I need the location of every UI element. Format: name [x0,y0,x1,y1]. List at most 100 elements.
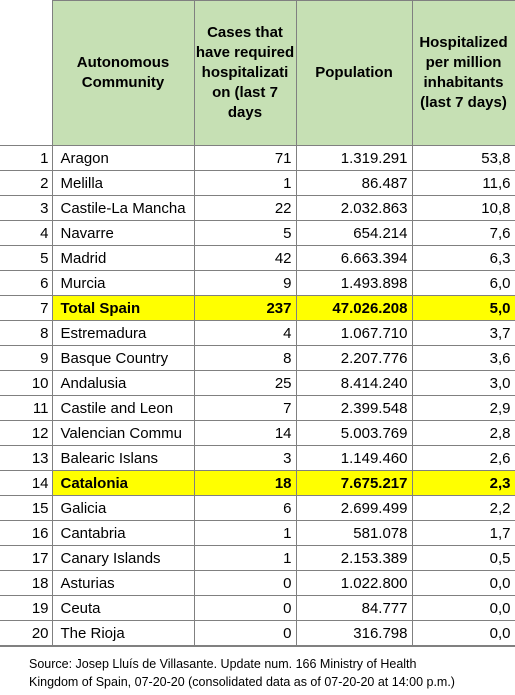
population-cell: 86.487 [295,170,413,196]
table-row: 18 Asturias 0 1.022.800 0,0 [0,570,515,596]
per-million-cell: 0,5 [411,545,515,571]
population-cell: 6.663.394 [295,245,413,271]
cases-cell: 0 [193,620,297,646]
row-number: 10 [0,370,53,396]
table-row: 19 Ceuta 0 84.777 0,0 [0,595,515,621]
cases-cell: 3 [193,445,297,471]
per-million-cell: 5,0 [411,295,515,321]
community-cell: Valencian Commu [51,420,195,446]
per-million-cell: 0,0 [411,595,515,621]
row-number: 19 [0,595,53,621]
cases-cell: 0 [193,570,297,596]
per-million-cell: 2,3 [411,470,515,496]
population-cell: 47.026.208 [295,295,413,321]
per-million-cell: 6,3 [411,245,515,271]
community-cell: Asturias [51,570,195,596]
community-cell: Basque Country [51,345,195,371]
per-million-cell: 11,6 [411,170,515,196]
cases-cell: 25 [193,370,297,396]
population-cell: 2.032.863 [295,195,413,221]
cases-cell: 9 [193,270,297,296]
community-cell: Castile and Leon [51,395,195,421]
cases-cell: 4 [193,320,297,346]
cases-cell: 14 [193,420,297,446]
header-row: Autonomous Community Cases that have req… [0,0,515,146]
cases-cell: 1 [193,170,297,196]
cases-cell: 0 [193,595,297,621]
row-number: 5 [0,245,53,271]
population-cell: 84.777 [295,595,413,621]
table-row: 5 Madrid 42 6.663.394 6,3 [0,245,515,271]
table-row: 14 Catalonia 18 7.675.217 2,3 [0,470,515,496]
cases-cell: 42 [193,245,297,271]
population-cell: 2.153.389 [295,545,413,571]
per-million-cell: 2,8 [411,420,515,446]
table-row: 20 The Rioja 0 316.798 0,0 [0,620,515,646]
row-number: 15 [0,495,53,521]
row-number: 20 [0,620,53,646]
header-population: Population [295,0,413,146]
community-cell: Navarre [51,220,195,246]
cases-cell: 5 [193,220,297,246]
per-million-cell: 3,6 [411,345,515,371]
population-cell: 5.003.769 [295,420,413,446]
header-community: Autonomous Community [51,0,195,146]
cases-cell: 7 [193,395,297,421]
cases-cell: 18 [193,470,297,496]
row-number: 17 [0,545,53,571]
per-million-cell: 3,0 [411,370,515,396]
row-number: 9 [0,345,53,371]
header-cases: Cases that have required hospitalizati o… [193,0,297,146]
table-row: 17 Canary Islands 1 2.153.389 0,5 [0,545,515,571]
community-cell: Madrid [51,245,195,271]
population-cell: 1.319.291 [295,145,413,171]
community-cell: Murcia [51,270,195,296]
community-cell: Ceuta [51,595,195,621]
population-cell: 1.067.710 [295,320,413,346]
population-cell: 581.078 [295,520,413,546]
per-million-cell: 3,7 [411,320,515,346]
row-number: 3 [0,195,53,221]
per-million-cell: 2,6 [411,445,515,471]
row-number: 7 [0,295,53,321]
cases-cell: 8 [193,345,297,371]
per-million-cell: 2,9 [411,395,515,421]
per-million-cell: 10,8 [411,195,515,221]
row-number: 11 [0,395,53,421]
community-cell: The Rioja [51,620,195,646]
population-cell: 2.207.776 [295,345,413,371]
row-number: 13 [0,445,53,471]
per-million-cell: 2,2 [411,495,515,521]
per-million-cell: 0,0 [411,620,515,646]
community-cell: Andalusia [51,370,195,396]
row-number: 18 [0,570,53,596]
community-cell: Catalonia [51,470,195,496]
table-row: 6 Murcia 9 1.493.898 6,0 [0,270,515,296]
source-line-1: Source: Josep Lluís de Villasante. Updat… [29,657,417,671]
row-number: 14 [0,470,53,496]
hospitalization-table: Autonomous Community Cases that have req… [0,0,515,646]
population-cell: 2.699.499 [295,495,413,521]
per-million-cell: 53,8 [411,145,515,171]
row-number: 1 [0,145,53,171]
population-cell: 1.149.460 [295,445,413,471]
community-cell: Cantabria [51,520,195,546]
table-row: 8 Estremadura 4 1.067.710 3,7 [0,320,515,346]
per-million-cell: 7,6 [411,220,515,246]
per-million-cell: 1,7 [411,520,515,546]
table-row: 1 Aragon 71 1.319.291 53,8 [0,145,515,171]
row-number-header [0,0,53,146]
table-row: 3 Castile-La Mancha 22 2.032.863 10,8 [0,195,515,221]
population-cell: 2.399.548 [295,395,413,421]
community-cell: Total Spain [51,295,195,321]
row-number: 4 [0,220,53,246]
cases-cell: 71 [193,145,297,171]
source-note: Source: Josep Lluís de Villasante. Updat… [0,646,515,695]
per-million-cell: 0,0 [411,570,515,596]
table-row: 12 Valencian Commu 14 5.003.769 2,8 [0,420,515,446]
row-number: 2 [0,170,53,196]
community-cell: Estremadura [51,320,195,346]
per-million-cell: 6,0 [411,270,515,296]
table-row: 15 Galicia 6 2.699.499 2,2 [0,495,515,521]
population-cell: 1.493.898 [295,270,413,296]
